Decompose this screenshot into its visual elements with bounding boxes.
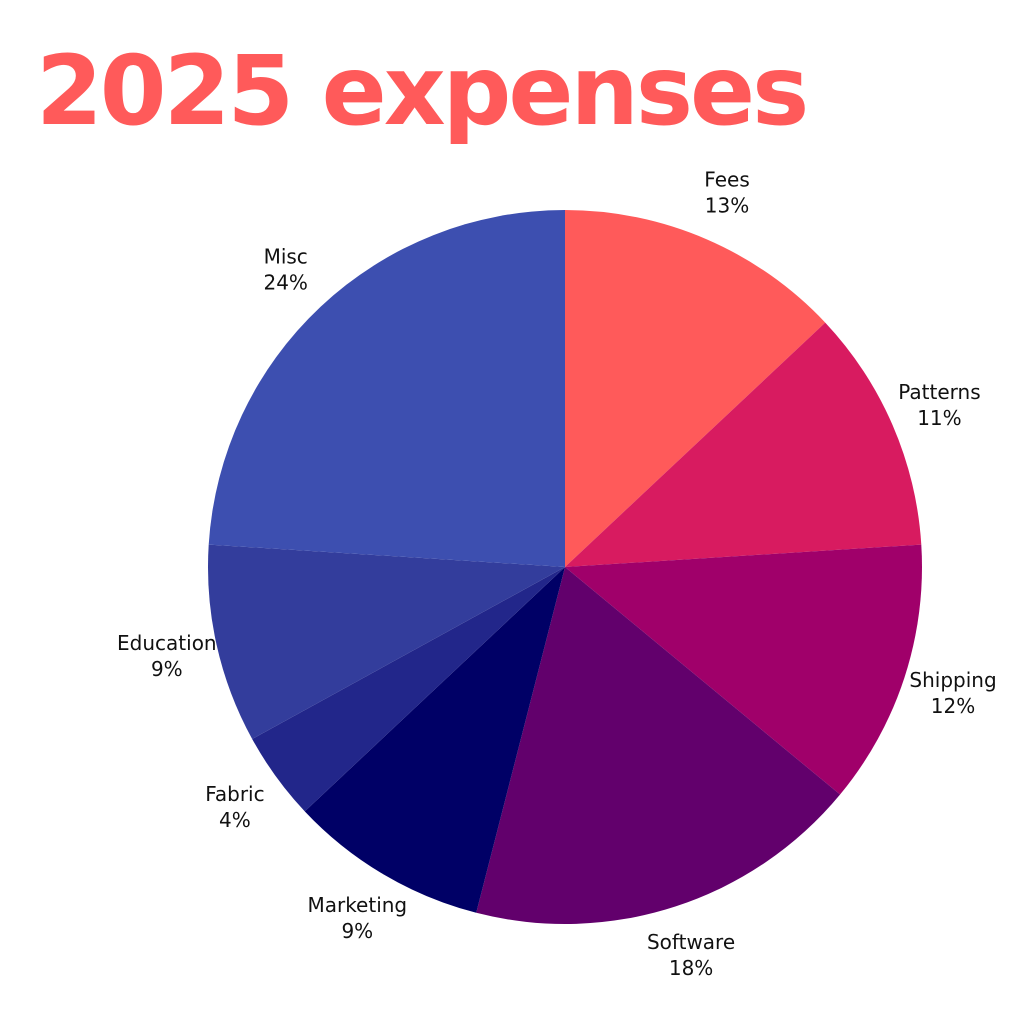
chart-title: 2025 expenses [36, 35, 806, 147]
slice-value-label: 4% [219, 808, 251, 832]
slice-name: Fabric [205, 782, 264, 806]
slice-name: Software [647, 930, 735, 954]
slice-value-label: 11% [917, 406, 961, 430]
slice-value-label: 9% [341, 919, 373, 943]
pie-slice [304, 567, 565, 913]
slice-value-label: 12% [931, 694, 975, 718]
pie-slice [208, 544, 565, 739]
pie-slice [252, 567, 565, 812]
slice-value-label: 9% [151, 657, 183, 681]
pie-slice [565, 544, 922, 795]
slice-name: Marketing [307, 893, 407, 917]
pie-slice [476, 567, 841, 924]
slice-name: Shipping [909, 668, 996, 692]
slice-value-label: 24% [263, 271, 307, 295]
pie-slice [565, 322, 922, 567]
pie-slice [565, 210, 826, 567]
slice-name: Fees [704, 168, 749, 192]
slice-value-label: 13% [705, 194, 749, 218]
slice-name: Misc [264, 245, 308, 269]
slice-name: Patterns [898, 380, 980, 404]
pie-slice [208, 210, 565, 567]
slice-name: Education [117, 631, 217, 655]
slice-value-label: 18% [669, 956, 713, 980]
